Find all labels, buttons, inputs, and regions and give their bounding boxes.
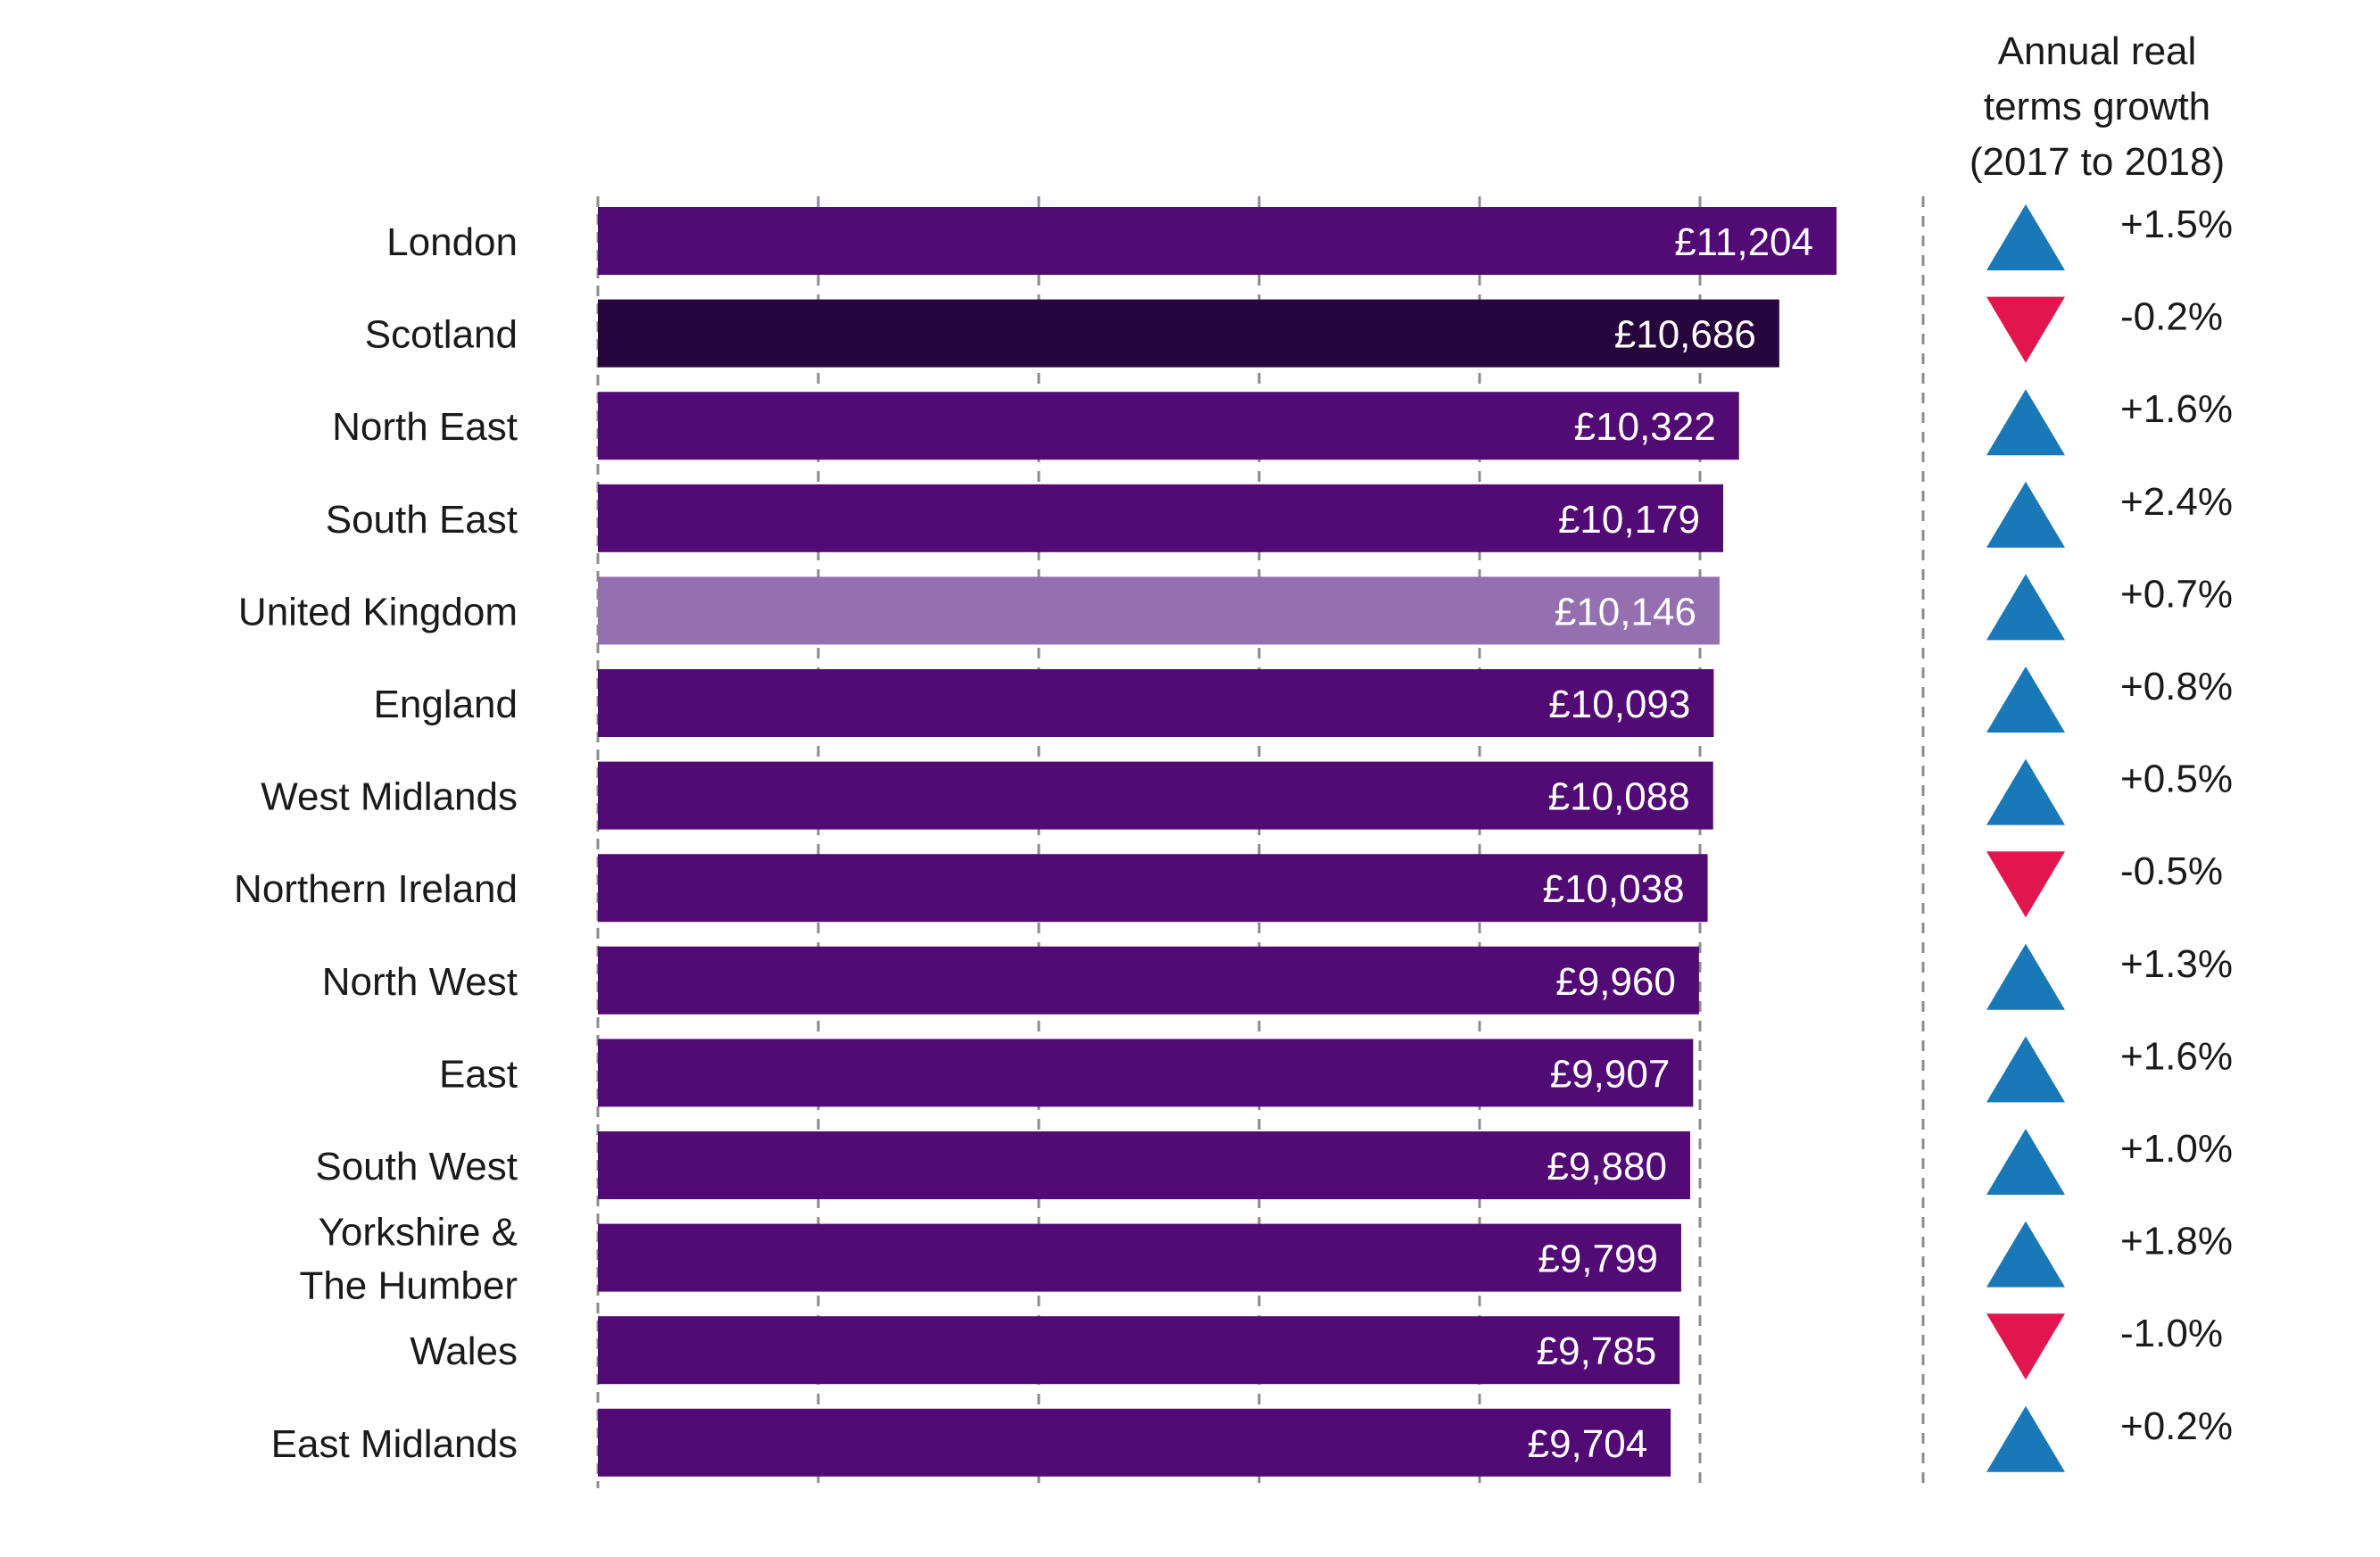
category-label-line: East [439, 1052, 518, 1096]
bar-value-label: £9,799 [1538, 1238, 1658, 1281]
bar-value-label: £9,880 [1547, 1145, 1667, 1188]
category-label-line: The Humber [299, 1264, 518, 1308]
down-arrow-icon [1986, 296, 2065, 363]
category-label: North West [322, 960, 518, 1004]
category-label: East Midlands [271, 1422, 518, 1466]
bar-value-label: £9,704 [1528, 1422, 1648, 1466]
bar-value-label: £10,146 [1555, 590, 1696, 634]
up-arrow-icon [1986, 204, 2065, 270]
category-label-line: Wales [410, 1329, 518, 1373]
growth-value-label: +1.5% [2120, 203, 2233, 246]
up-arrow-icon [1986, 574, 2065, 641]
up-arrow-icon [1986, 1405, 2065, 1472]
category-label: South West [315, 1145, 518, 1188]
growth-value-label: +0.5% [2120, 758, 2233, 801]
category-label: United Kingdom [238, 590, 518, 634]
bar-value-label: £9,960 [1555, 960, 1676, 1004]
bar-value-label: £9,785 [1537, 1329, 1657, 1373]
category-label: Northern Ireland [234, 867, 518, 911]
category-label-line: West Midlands [261, 775, 518, 819]
category-label-line: North East [332, 405, 518, 449]
category-label-line: Scotland [365, 313, 518, 357]
category-label: East [439, 1052, 518, 1096]
category-label-line: Northern Ireland [234, 867, 518, 911]
category-label-line: East Midlands [271, 1422, 518, 1466]
up-arrow-icon [1986, 1221, 2065, 1288]
up-arrow-icon [1986, 481, 2065, 548]
growth-value-label: -0.5% [2120, 849, 2223, 893]
category-label: Wales [410, 1329, 518, 1373]
growth-value-label: +1.6% [2120, 1034, 2233, 1078]
up-arrow-icon [1986, 389, 2065, 456]
down-arrow-icon [1986, 851, 2065, 918]
bar-value-label: £9,907 [1550, 1052, 1671, 1096]
bar-value-label: £10,088 [1548, 775, 1690, 819]
bar [598, 392, 1739, 460]
growth-value-label: +1.6% [2120, 387, 2233, 431]
category-label: London [386, 220, 518, 264]
bar [598, 946, 1699, 1015]
bar [598, 669, 1714, 737]
category-label: England [374, 683, 518, 726]
growth-value-label: +0.7% [2120, 572, 2233, 616]
category-label: West Midlands [261, 775, 518, 819]
up-arrow-icon [1986, 1129, 2065, 1195]
growth-value-label: +1.3% [2120, 942, 2233, 986]
growth-value-label: +1.8% [2120, 1220, 2233, 1263]
up-arrow-icon [1986, 758, 2065, 825]
bar-value-label: £11,204 [1674, 220, 1813, 264]
bar [598, 1408, 1671, 1477]
category-label-line: North West [322, 960, 518, 1004]
up-arrow-icon [1986, 1036, 2065, 1103]
bar-value-label: £10,093 [1548, 683, 1690, 726]
bar [598, 1039, 1694, 1107]
up-arrow-icon [1986, 667, 2065, 733]
category-label-line: South East [326, 498, 518, 542]
growth-header: Annual real terms growth (2017 to 2018) [1970, 29, 2225, 184]
bar [598, 761, 1713, 830]
category-label: North East [332, 405, 518, 449]
up-arrow-icon [1986, 943, 2065, 1010]
down-arrow-icon [1986, 1313, 2065, 1380]
growth-header-line: Annual real [1998, 29, 2197, 73]
category-label: Yorkshire & The Humber [299, 1211, 518, 1308]
bar [598, 1131, 1690, 1199]
category-label-line: United Kingdom [238, 590, 518, 634]
category-label-line: England [374, 683, 518, 726]
growth-value-label: +0.2% [2120, 1404, 2233, 1448]
bar [598, 576, 1720, 645]
growth-value-label: +1.0% [2120, 1127, 2233, 1171]
category-label: South East [326, 498, 518, 542]
category-label-line: London [386, 220, 518, 264]
bar [598, 1316, 1680, 1385]
growth-value-label: -1.0% [2120, 1312, 2223, 1355]
category-label-line: South West [315, 1145, 518, 1188]
bar-value-label: £10,038 [1542, 867, 1684, 911]
growth-value-label: -0.2% [2120, 295, 2223, 339]
growth-header-line: terms growth [1984, 85, 2210, 128]
bar [598, 207, 1837, 275]
bar [598, 299, 1779, 368]
category-label-line: Yorkshire & [319, 1211, 518, 1255]
growth-value-label: +2.4% [2120, 480, 2233, 524]
bar-value-label: £10,686 [1614, 313, 1756, 357]
bar-value-label: £10,322 [1574, 405, 1716, 449]
category-label: Scotland [365, 313, 518, 357]
growth-value-label: +0.8% [2120, 665, 2233, 708]
bar [598, 1223, 1681, 1292]
bar [598, 484, 1724, 552]
bar [598, 854, 1708, 923]
growth-header-line: (2017 to 2018) [1970, 140, 2225, 184]
bar-value-label: £10,179 [1558, 498, 1700, 542]
